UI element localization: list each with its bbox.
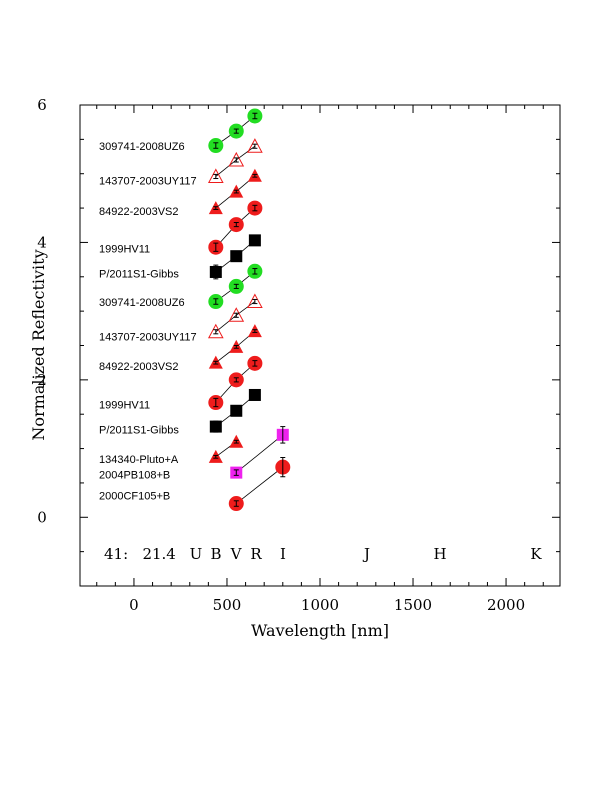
object-label: P/2011S1-Gibbs bbox=[99, 268, 179, 280]
x-tick-label: 0 bbox=[129, 596, 139, 614]
object-label: 134340-Pluto+A bbox=[99, 454, 179, 466]
series-1999hv11 bbox=[208, 355, 263, 411]
data-point bbox=[228, 307, 245, 322]
series-1999hv11 bbox=[208, 200, 263, 255]
object-label: 84922-2003VS2 bbox=[99, 206, 179, 218]
data-point bbox=[247, 293, 263, 309]
series-84922-2003vs2 bbox=[208, 324, 262, 369]
object-label: 2004PB108+B bbox=[99, 470, 170, 482]
x-tick-label: 1000 bbox=[301, 596, 339, 614]
data-point bbox=[207, 168, 224, 183]
series-309741-2008uz6 bbox=[208, 263, 263, 310]
object-label: 309741-2008UZ6 bbox=[99, 297, 185, 309]
series-p-2011s1-gibbs bbox=[209, 234, 261, 280]
object-label: 1999HV11 bbox=[99, 400, 150, 412]
band-info: 41: 21.4 bbox=[104, 545, 176, 563]
x-tick-label: 500 bbox=[213, 596, 242, 614]
x-tick-label: 1500 bbox=[394, 596, 432, 614]
y-tick-label: 2 bbox=[37, 371, 47, 389]
axes: 0 500 1000 1500 2000 0 2 4 6 bbox=[37, 96, 560, 614]
y-tick-label: 4 bbox=[37, 233, 47, 251]
series-p-2011s1-gibbs bbox=[209, 388, 261, 433]
series-84922-2003vs2 bbox=[208, 168, 262, 215]
x-axis-label: Wavelength [nm] bbox=[251, 621, 389, 640]
series-line bbox=[236, 466, 284, 504]
band-label-J: J bbox=[362, 545, 370, 563]
object-label: 1999HV11 bbox=[99, 244, 150, 256]
band-label-B: B bbox=[210, 545, 221, 563]
band-label-R: R bbox=[250, 545, 262, 563]
series-line bbox=[215, 159, 237, 177]
y-axis-label: Normalized Reflectivity bbox=[29, 249, 48, 440]
y-tick-label: 0 bbox=[37, 508, 47, 526]
label-layer: 2000CF105+B 2004PB108+B 134340-Pluto+A P/20… bbox=[99, 141, 197, 502]
object-label: 143707-2003UY117 bbox=[99, 332, 197, 344]
band-label-H: H bbox=[433, 545, 446, 563]
y-tick-label: 6 bbox=[37, 96, 47, 114]
series-line bbox=[236, 434, 284, 473]
series-143707-2003uy117 bbox=[207, 293, 263, 339]
object-label: 143707-2003UY117 bbox=[99, 176, 197, 188]
series-143707-2003uy117 bbox=[207, 138, 263, 183]
object-label: 309741-2008UZ6 bbox=[99, 141, 185, 153]
data-point bbox=[247, 138, 263, 153]
band-label-K: K bbox=[530, 545, 542, 563]
series-2004pb108-b bbox=[230, 426, 289, 479]
series-134340-pluto-a bbox=[208, 434, 244, 463]
series-309741-2008uz6 bbox=[208, 108, 263, 154]
x-tick-label: 2000 bbox=[487, 596, 525, 614]
band-label-V: V bbox=[230, 545, 243, 563]
band-label-U: U bbox=[190, 545, 203, 563]
object-label: P/2011S1-Gibbs bbox=[99, 424, 179, 436]
series-2000cf105-b bbox=[228, 457, 291, 512]
series-layer bbox=[207, 108, 291, 512]
object-label: 84922-2003VS2 bbox=[99, 361, 179, 373]
band-label-I: I bbox=[280, 545, 286, 563]
data-point bbox=[228, 151, 245, 167]
object-label: 2000CF105+B bbox=[99, 490, 170, 502]
series-line bbox=[215, 314, 237, 333]
data-point bbox=[207, 323, 224, 339]
